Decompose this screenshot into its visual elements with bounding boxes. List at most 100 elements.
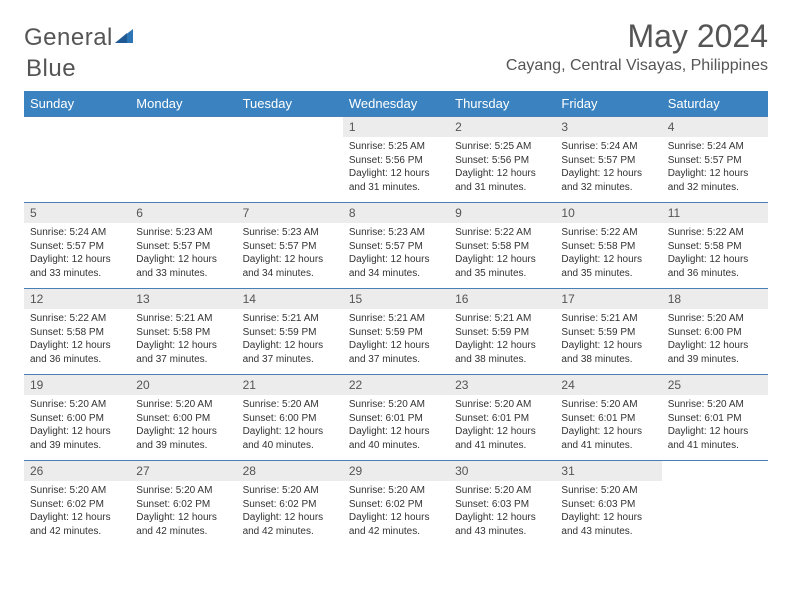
day-number: 25	[662, 375, 768, 395]
day-details: Sunrise: 5:21 AMSunset: 5:59 PMDaylight:…	[343, 309, 449, 368]
calendar-day-cell: 9Sunrise: 5:22 AMSunset: 5:58 PMDaylight…	[449, 203, 555, 289]
brand-logo: General	[24, 24, 137, 52]
day-header: Wednesday	[343, 91, 449, 117]
calendar-day-cell: 11Sunrise: 5:22 AMSunset: 5:58 PMDayligh…	[662, 203, 768, 289]
calendar-day-cell: 14Sunrise: 5:21 AMSunset: 5:59 PMDayligh…	[237, 289, 343, 375]
day-number: 14	[237, 289, 343, 309]
calendar-day-cell: 2Sunrise: 5:25 AMSunset: 5:56 PMDaylight…	[449, 117, 555, 203]
day-number: 15	[343, 289, 449, 309]
calendar-day-cell: 21Sunrise: 5:20 AMSunset: 6:00 PMDayligh…	[237, 375, 343, 461]
calendar-day-cell: 31Sunrise: 5:20 AMSunset: 6:03 PMDayligh…	[555, 461, 661, 547]
brand-triangle-icon	[115, 27, 135, 50]
day-details: Sunrise: 5:20 AMSunset: 6:01 PMDaylight:…	[343, 395, 449, 454]
day-details: Sunrise: 5:20 AMSunset: 6:02 PMDaylight:…	[24, 481, 130, 540]
day-details: Sunrise: 5:24 AMSunset: 5:57 PMDaylight:…	[662, 137, 768, 196]
calendar-empty-cell	[662, 461, 768, 547]
calendar-empty-cell	[130, 117, 236, 203]
day-details: Sunrise: 5:20 AMSunset: 6:03 PMDaylight:…	[449, 481, 555, 540]
day-number: 1	[343, 117, 449, 137]
calendar-day-cell: 28Sunrise: 5:20 AMSunset: 6:02 PMDayligh…	[237, 461, 343, 547]
calendar-day-cell: 16Sunrise: 5:21 AMSunset: 5:59 PMDayligh…	[449, 289, 555, 375]
day-number: 29	[343, 461, 449, 481]
day-number: 22	[343, 375, 449, 395]
day-number: 2	[449, 117, 555, 137]
day-details: Sunrise: 5:20 AMSunset: 6:00 PMDaylight:…	[662, 309, 768, 368]
day-number: 17	[555, 289, 661, 309]
calendar-day-cell: 8Sunrise: 5:23 AMSunset: 5:57 PMDaylight…	[343, 203, 449, 289]
day-header: Thursday	[449, 91, 555, 117]
day-number: 13	[130, 289, 236, 309]
day-number: 26	[24, 461, 130, 481]
brand-text-1: General	[24, 24, 113, 52]
day-details: Sunrise: 5:25 AMSunset: 5:56 PMDaylight:…	[449, 137, 555, 196]
calendar-page: General May 2024 Cayang, Central Visayas…	[0, 0, 792, 559]
calendar-day-cell: 25Sunrise: 5:20 AMSunset: 6:01 PMDayligh…	[662, 375, 768, 461]
calendar-table: SundayMondayTuesdayWednesdayThursdayFrid…	[24, 91, 768, 547]
calendar-day-cell: 24Sunrise: 5:20 AMSunset: 6:01 PMDayligh…	[555, 375, 661, 461]
calendar-day-cell: 22Sunrise: 5:20 AMSunset: 6:01 PMDayligh…	[343, 375, 449, 461]
day-header: Friday	[555, 91, 661, 117]
day-details: Sunrise: 5:22 AMSunset: 5:58 PMDaylight:…	[449, 223, 555, 282]
calendar-day-cell: 10Sunrise: 5:22 AMSunset: 5:58 PMDayligh…	[555, 203, 661, 289]
day-number: 30	[449, 461, 555, 481]
day-details: Sunrise: 5:21 AMSunset: 5:59 PMDaylight:…	[237, 309, 343, 368]
location-text: Cayang, Central Visayas, Philippines	[506, 57, 768, 75]
day-number: 9	[449, 203, 555, 223]
day-details: Sunrise: 5:21 AMSunset: 5:58 PMDaylight:…	[130, 309, 236, 368]
day-details: Sunrise: 5:22 AMSunset: 5:58 PMDaylight:…	[555, 223, 661, 282]
day-number: 27	[130, 461, 236, 481]
day-number: 10	[555, 203, 661, 223]
day-header: Monday	[130, 91, 236, 117]
day-number: 12	[24, 289, 130, 309]
day-details: Sunrise: 5:22 AMSunset: 5:58 PMDaylight:…	[662, 223, 768, 282]
calendar-empty-cell	[24, 117, 130, 203]
day-details: Sunrise: 5:22 AMSunset: 5:58 PMDaylight:…	[24, 309, 130, 368]
day-details: Sunrise: 5:21 AMSunset: 5:59 PMDaylight:…	[449, 309, 555, 368]
calendar-empty-cell	[237, 117, 343, 203]
calendar-day-cell: 13Sunrise: 5:21 AMSunset: 5:58 PMDayligh…	[130, 289, 236, 375]
day-header: Tuesday	[237, 91, 343, 117]
day-number: 31	[555, 461, 661, 481]
day-header: Sunday	[24, 91, 130, 117]
calendar-week-row: 19Sunrise: 5:20 AMSunset: 6:00 PMDayligh…	[24, 375, 768, 461]
calendar-day-cell: 4Sunrise: 5:24 AMSunset: 5:57 PMDaylight…	[662, 117, 768, 203]
calendar-day-cell: 20Sunrise: 5:20 AMSunset: 6:00 PMDayligh…	[130, 375, 236, 461]
day-number: 23	[449, 375, 555, 395]
day-details: Sunrise: 5:20 AMSunset: 6:01 PMDaylight:…	[662, 395, 768, 454]
calendar-day-cell: 15Sunrise: 5:21 AMSunset: 5:59 PMDayligh…	[343, 289, 449, 375]
day-header: Saturday	[662, 91, 768, 117]
calendar-day-cell: 6Sunrise: 5:23 AMSunset: 5:57 PMDaylight…	[130, 203, 236, 289]
day-details: Sunrise: 5:23 AMSunset: 5:57 PMDaylight:…	[343, 223, 449, 282]
calendar-week-row: 26Sunrise: 5:20 AMSunset: 6:02 PMDayligh…	[24, 461, 768, 547]
day-number: 20	[130, 375, 236, 395]
day-number: 28	[237, 461, 343, 481]
calendar-body: 1Sunrise: 5:25 AMSunset: 5:56 PMDaylight…	[24, 117, 768, 547]
day-details: Sunrise: 5:23 AMSunset: 5:57 PMDaylight:…	[237, 223, 343, 282]
calendar-week-row: 5Sunrise: 5:24 AMSunset: 5:57 PMDaylight…	[24, 203, 768, 289]
calendar-day-cell: 30Sunrise: 5:20 AMSunset: 6:03 PMDayligh…	[449, 461, 555, 547]
calendar-day-cell: 3Sunrise: 5:24 AMSunset: 5:57 PMDaylight…	[555, 117, 661, 203]
day-details: Sunrise: 5:20 AMSunset: 6:03 PMDaylight:…	[555, 481, 661, 540]
day-details: Sunrise: 5:20 AMSunset: 6:01 PMDaylight:…	[449, 395, 555, 454]
title-block: May 2024 Cayang, Central Visayas, Philip…	[506, 18, 768, 75]
day-number: 16	[449, 289, 555, 309]
day-number: 8	[343, 203, 449, 223]
day-number: 4	[662, 117, 768, 137]
day-number: 11	[662, 203, 768, 223]
day-number: 21	[237, 375, 343, 395]
calendar-day-cell: 29Sunrise: 5:20 AMSunset: 6:02 PMDayligh…	[343, 461, 449, 547]
day-details: Sunrise: 5:21 AMSunset: 5:59 PMDaylight:…	[555, 309, 661, 368]
day-details: Sunrise: 5:25 AMSunset: 5:56 PMDaylight:…	[343, 137, 449, 196]
day-details: Sunrise: 5:23 AMSunset: 5:57 PMDaylight:…	[130, 223, 236, 282]
day-number: 6	[130, 203, 236, 223]
calendar-day-cell: 23Sunrise: 5:20 AMSunset: 6:01 PMDayligh…	[449, 375, 555, 461]
calendar-day-cell: 5Sunrise: 5:24 AMSunset: 5:57 PMDaylight…	[24, 203, 130, 289]
calendar-day-cell: 27Sunrise: 5:20 AMSunset: 6:02 PMDayligh…	[130, 461, 236, 547]
calendar-day-cell: 12Sunrise: 5:22 AMSunset: 5:58 PMDayligh…	[24, 289, 130, 375]
month-title: May 2024	[506, 18, 768, 55]
calendar-head: SundayMondayTuesdayWednesdayThursdayFrid…	[24, 91, 768, 117]
day-details: Sunrise: 5:20 AMSunset: 6:00 PMDaylight:…	[237, 395, 343, 454]
day-details: Sunrise: 5:20 AMSunset: 6:02 PMDaylight:…	[130, 481, 236, 540]
calendar-day-cell: 7Sunrise: 5:23 AMSunset: 5:57 PMDaylight…	[237, 203, 343, 289]
day-details: Sunrise: 5:24 AMSunset: 5:57 PMDaylight:…	[24, 223, 130, 282]
